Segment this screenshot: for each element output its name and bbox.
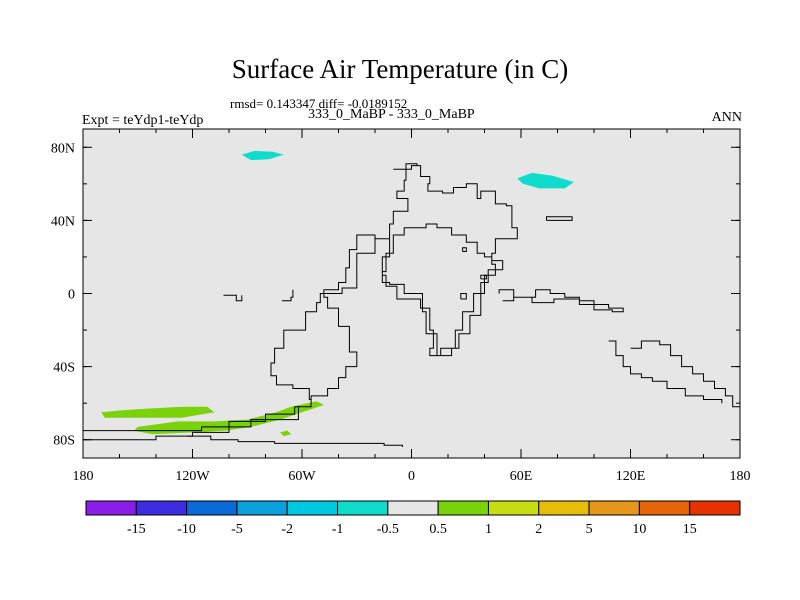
coastline-11	[460, 293, 467, 300]
coastline-4	[608, 340, 723, 404]
stats-line: rmsd= 0.143347 diff= -0.0189152	[230, 96, 408, 111]
colorbar-swatch	[286, 500, 339, 516]
green-patch-south-1	[101, 406, 215, 418]
colorbar-label: -1	[332, 522, 344, 537]
coastline-5	[223, 294, 243, 302]
y-tick-label: 80S	[53, 434, 75, 449]
y-tick-label: 40S	[53, 361, 75, 376]
colorbar-label: -5	[231, 522, 243, 537]
colorbar-label: -15	[127, 522, 146, 537]
colorbar-label: 2	[535, 522, 542, 537]
x-tick-label: 60W	[288, 469, 316, 484]
x-tick-label: 120E	[616, 469, 646, 484]
coastline-7	[393, 163, 418, 170]
colorbar-label: 1	[485, 522, 492, 537]
colorbar-swatch	[337, 500, 389, 516]
x-tick-label: 180	[730, 469, 751, 484]
colorbar-label: 5	[586, 522, 593, 537]
coastline-8	[546, 216, 573, 221]
colorbar-swatch	[85, 500, 137, 516]
x-tick-label: 60E	[510, 469, 533, 484]
colorbar-swatch	[689, 500, 741, 516]
colorbar-swatch	[135, 500, 188, 516]
colorbar-swatch	[236, 500, 288, 516]
season-label: ANN	[711, 110, 742, 125]
colorbar-label: -0.5	[377, 522, 399, 537]
experiment-label: Expt = teYdp1-teYdp	[82, 113, 204, 128]
x-tick-label: 180	[73, 469, 94, 484]
coastline-0	[83, 165, 518, 441]
axis-layer: 180 120W 60W 0 60E 120E 180 80N 40N 0 40S 80S	[51, 128, 751, 484]
green-patch-south-3	[280, 430, 291, 437]
colorbar-swatch	[588, 500, 640, 516]
chart-title: Surface Air Temperature (in C)	[231, 54, 569, 84]
green-patch-south-2	[134, 401, 324, 435]
map-layer	[83, 129, 741, 458]
coastline-6	[281, 289, 294, 302]
colorbar: -15 -10 -5 -2 -1 -0.5 0.5 1 2 5 10 15	[85, 500, 741, 537]
colorbar-label: -10	[177, 522, 196, 537]
colorbar-label: 0.5	[429, 522, 447, 537]
colorbar-swatch	[538, 500, 590, 516]
colorbar-label: 15	[683, 522, 697, 537]
colorbar-swatch	[186, 500, 238, 516]
colorbar-swatch	[437, 500, 489, 516]
colorbar-swatch	[487, 500, 540, 516]
y-tick-label: 0	[68, 288, 75, 303]
colorbar-swatch	[638, 500, 691, 516]
coastline-1	[187, 435, 403, 447]
colorbar-label: 10	[632, 522, 646, 537]
y-tick-label: 40N	[51, 214, 75, 229]
period-label: 333_0_MaBP - 333_0_MaBP	[308, 107, 475, 122]
x-tick-label: 120W	[175, 469, 210, 484]
x-tick-label: 0	[408, 469, 415, 484]
coastline-9	[462, 247, 467, 252]
coastline-3	[630, 340, 741, 418]
coastline-2	[498, 289, 624, 313]
colorbar-swatch	[387, 500, 439, 516]
coastline-10	[480, 274, 487, 280]
cyan-patch-arctic-east	[517, 172, 574, 189]
cyan-patch-arctic-west	[241, 150, 284, 161]
colorbar-label: -2	[281, 522, 293, 537]
y-tick-label: 80N	[51, 141, 75, 156]
